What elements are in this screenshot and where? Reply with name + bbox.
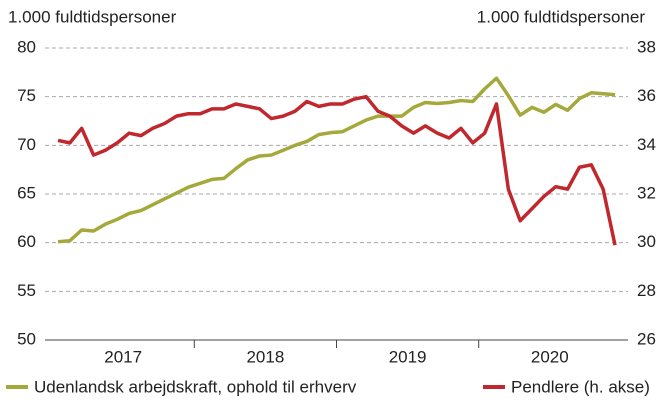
y-tick-label: 65 — [17, 183, 36, 202]
x-tick-label: 2018 — [246, 347, 284, 366]
x-tick-label: 2019 — [389, 347, 427, 366]
legend-label: Pendlere (h. akse) — [511, 377, 650, 396]
y2-tick-label: 26 — [637, 329, 656, 348]
right-axis-title: 1.000 fuldtidspersoner — [477, 7, 646, 26]
y2-tick-label: 34 — [637, 135, 656, 154]
y2-tick-label: 38 — [637, 37, 656, 56]
y-tick-label: 70 — [17, 135, 36, 154]
left-axis-title: 1.000 fuldtidspersoner — [8, 7, 177, 26]
y-tick-label: 55 — [17, 281, 36, 300]
y2-tick-label: 30 — [637, 232, 656, 251]
y-tick-label: 80 — [17, 37, 36, 56]
x-tick-label: 2017 — [104, 347, 142, 366]
y-tick-label: 60 — [17, 232, 36, 251]
series-line — [57, 76, 616, 244]
series-line — [57, 94, 617, 246]
x-tick-label: 2020 — [531, 347, 569, 366]
y2-tick-label: 28 — [637, 281, 656, 300]
legend-label: Udenlandsk arbejdskraft, ophold til erhv… — [34, 377, 357, 396]
y-tick-label: 75 — [17, 86, 36, 105]
y-tick-label: 50 — [17, 329, 36, 348]
y2-tick-label: 32 — [637, 183, 656, 202]
y2-tick-label: 36 — [637, 86, 656, 105]
